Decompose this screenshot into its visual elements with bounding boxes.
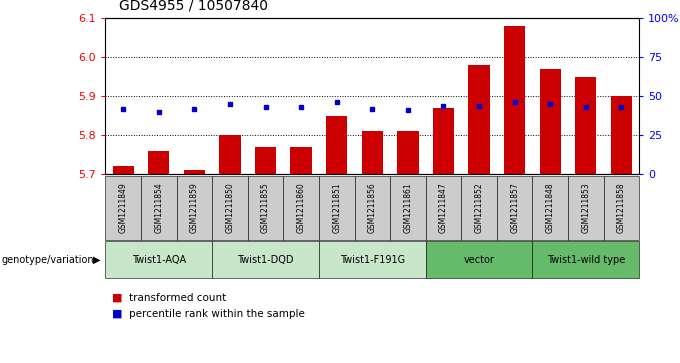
- Bar: [532, 241, 639, 278]
- Text: transformed count: transformed count: [129, 293, 226, 303]
- Text: GSM1211860: GSM1211860: [296, 183, 305, 233]
- Text: GSM1211852: GSM1211852: [475, 183, 483, 233]
- Bar: [177, 176, 212, 240]
- Bar: [461, 176, 497, 240]
- Text: GSM1211856: GSM1211856: [368, 183, 377, 233]
- Text: GSM1211858: GSM1211858: [617, 183, 626, 233]
- Text: GSM1211850: GSM1211850: [226, 183, 235, 233]
- Text: GSM1211854: GSM1211854: [154, 183, 163, 233]
- Text: GSM1211857: GSM1211857: [510, 183, 519, 233]
- Text: GDS4955 / 10507840: GDS4955 / 10507840: [119, 0, 268, 13]
- Text: GSM1211861: GSM1211861: [403, 183, 412, 233]
- Bar: [604, 176, 639, 240]
- Bar: [539, 69, 561, 174]
- Bar: [212, 176, 248, 240]
- Text: percentile rank within the sample: percentile rank within the sample: [129, 309, 305, 319]
- Bar: [469, 65, 490, 174]
- Bar: [611, 96, 632, 174]
- Bar: [426, 176, 461, 240]
- Bar: [426, 241, 532, 278]
- Bar: [184, 170, 205, 174]
- Bar: [219, 135, 241, 174]
- Bar: [362, 131, 383, 174]
- Text: Twist1-F191G: Twist1-F191G: [340, 254, 405, 265]
- Bar: [112, 167, 134, 174]
- Bar: [105, 241, 212, 278]
- Bar: [432, 108, 454, 174]
- Text: vector: vector: [464, 254, 494, 265]
- Text: GSM1211851: GSM1211851: [333, 183, 341, 233]
- Bar: [319, 241, 426, 278]
- Bar: [575, 77, 596, 174]
- Text: Twist1-DQD: Twist1-DQD: [237, 254, 294, 265]
- Text: GSM1211848: GSM1211848: [546, 183, 555, 233]
- Bar: [497, 176, 532, 240]
- Text: ■: ■: [112, 293, 122, 303]
- Text: GSM1211855: GSM1211855: [261, 183, 270, 233]
- Bar: [141, 176, 177, 240]
- Bar: [390, 176, 426, 240]
- Text: ■: ■: [112, 309, 122, 319]
- Bar: [354, 176, 390, 240]
- Bar: [290, 147, 312, 174]
- Bar: [319, 176, 354, 240]
- Bar: [148, 151, 169, 174]
- Bar: [397, 131, 419, 174]
- Text: GSM1211849: GSM1211849: [119, 183, 128, 233]
- Text: GSM1211847: GSM1211847: [439, 183, 448, 233]
- Bar: [568, 176, 604, 240]
- Bar: [248, 176, 284, 240]
- Text: GSM1211859: GSM1211859: [190, 183, 199, 233]
- Bar: [255, 147, 276, 174]
- Text: Twist1-wild type: Twist1-wild type: [547, 254, 625, 265]
- Bar: [326, 116, 347, 174]
- Text: GSM1211853: GSM1211853: [581, 183, 590, 233]
- Text: Twist1-AQA: Twist1-AQA: [132, 254, 186, 265]
- Bar: [212, 241, 319, 278]
- Bar: [284, 176, 319, 240]
- Text: genotype/variation: genotype/variation: [1, 254, 94, 265]
- Bar: [504, 26, 526, 174]
- Bar: [105, 176, 141, 240]
- Text: ▶: ▶: [93, 254, 101, 265]
- Bar: [532, 176, 568, 240]
